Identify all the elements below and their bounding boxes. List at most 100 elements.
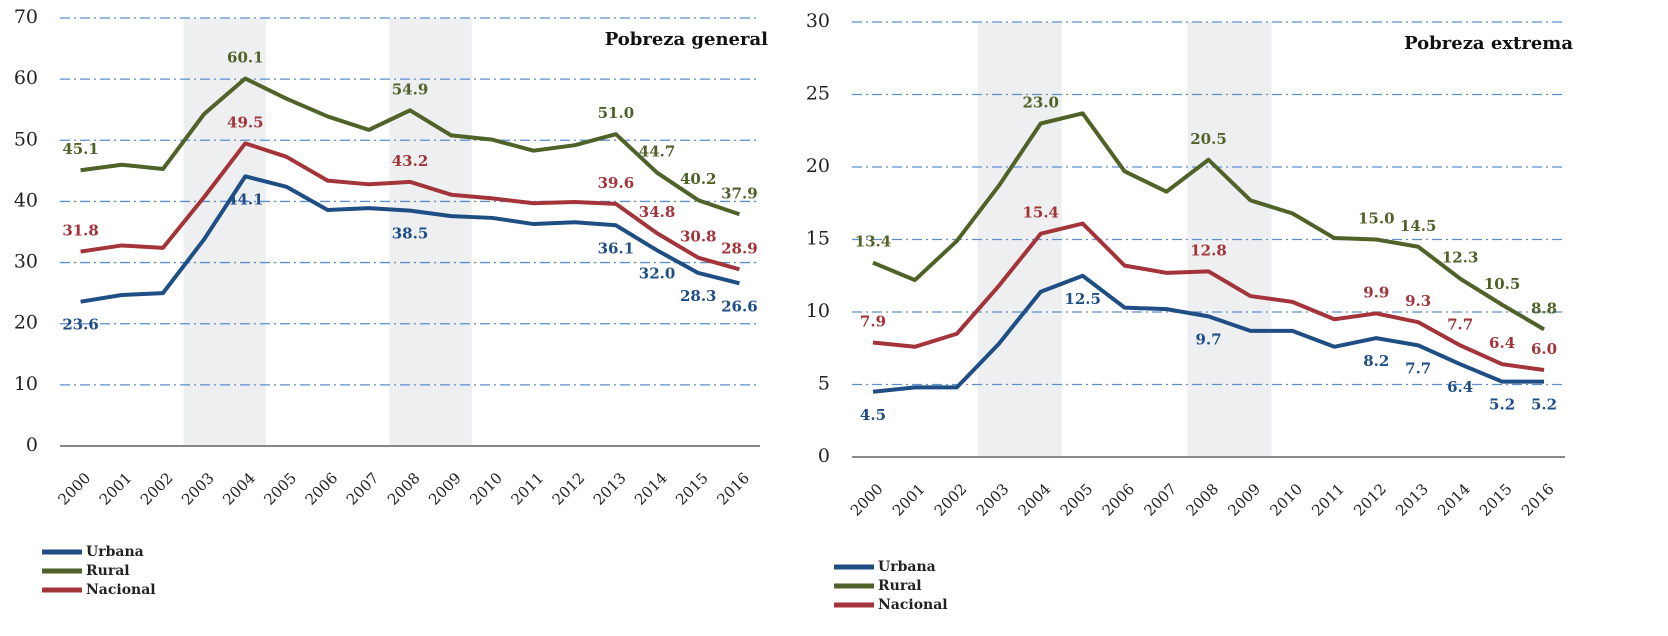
legend-label: Rural [86, 563, 130, 579]
value-label: 23.6 [62, 316, 99, 334]
legend-label: Nacional [86, 582, 156, 598]
x-tick-label: 2002 [931, 480, 971, 520]
x-tick-label: 2007 [343, 469, 383, 509]
value-label: 28.3 [680, 287, 717, 305]
value-label: 37.9 [721, 184, 758, 202]
x-tick-label: 2009 [425, 469, 465, 509]
x-tick-label: 2013 [590, 469, 630, 509]
series-line [80, 76, 741, 217]
x-tick-label: 2014 [631, 469, 671, 509]
value-label: 5.2 [1489, 396, 1515, 414]
y-tick-label: 25 [806, 83, 830, 105]
y-tick-label: 0 [818, 445, 830, 467]
value-label: 12.8 [1190, 241, 1227, 259]
x-tick-label: 2004 [219, 469, 259, 509]
y-tick-label: 10 [14, 373, 38, 395]
shaded-period [389, 18, 472, 446]
y-tick-label: 50 [14, 128, 38, 150]
x-tick-label: 2001 [96, 469, 136, 509]
series-line [872, 111, 1546, 332]
chart-title: Pobreza general [605, 29, 768, 50]
value-label: 38.5 [392, 225, 429, 243]
value-label: 39.6 [598, 174, 635, 192]
value-label: 4.5 [860, 406, 886, 424]
x-tick-label: 2003 [178, 469, 218, 509]
value-label: 23.0 [1022, 94, 1059, 112]
legend-label: Urbana [878, 559, 936, 575]
chart-title: Pobreza extrema [1404, 33, 1573, 54]
value-label: 7.7 [1447, 315, 1473, 333]
value-label: 9.3 [1405, 292, 1431, 310]
value-label: 30.8 [680, 228, 717, 246]
y-tick-label: 20 [14, 312, 38, 334]
value-label: 13.4 [855, 233, 892, 251]
value-label: 8.2 [1363, 352, 1389, 370]
value-label: 45.1 [62, 140, 99, 158]
series-line [872, 221, 1545, 372]
value-label: 44.7 [639, 143, 676, 161]
value-label: 7.9 [860, 312, 886, 330]
x-tick-label: 2006 [302, 469, 342, 509]
y-tick-label: 30 [14, 251, 38, 273]
x-tick-label: 2010 [466, 469, 506, 509]
y-tick-label: 30 [806, 10, 830, 32]
value-label: 6.4 [1447, 378, 1473, 396]
y-tick-label: 0 [26, 434, 38, 456]
value-label: 44.1 [227, 190, 264, 208]
x-tick-label: 2012 [549, 469, 589, 509]
x-tick-label: 2013 [1392, 480, 1432, 520]
y-tick-label: 40 [14, 189, 38, 211]
x-tick-label: 2000 [55, 469, 95, 509]
value-label: 34.8 [639, 203, 676, 221]
x-tick-label: 2008 [384, 469, 424, 509]
x-tick-label: 2011 [1308, 480, 1348, 520]
value-label: 40.2 [680, 170, 717, 188]
x-tick-label: 2004 [1015, 480, 1055, 520]
y-tick-label: 20 [806, 155, 830, 177]
value-label: 6.0 [1531, 340, 1557, 358]
x-tick-label: 2000 [847, 480, 887, 520]
x-tick-label: 2006 [1099, 480, 1139, 520]
x-tick-label: 2008 [1182, 480, 1222, 520]
x-tick-label: 2005 [260, 469, 300, 509]
value-label: 7.7 [1405, 359, 1431, 377]
value-label: 51.0 [598, 104, 635, 122]
value-label: 43.2 [392, 152, 429, 170]
x-tick-label: 2003 [973, 480, 1013, 520]
value-label: 9.7 [1195, 330, 1221, 348]
value-label: 36.1 [598, 239, 635, 257]
x-tick-label: 2010 [1266, 480, 1306, 520]
y-tick-label: 15 [806, 228, 830, 250]
value-label: 32.0 [639, 264, 676, 282]
value-label: 60.1 [227, 49, 264, 67]
value-label: 20.5 [1190, 130, 1227, 148]
legend-label: Rural [878, 578, 922, 594]
value-label: 10.5 [1484, 275, 1521, 293]
series-line [80, 141, 740, 272]
series-line [872, 273, 1545, 394]
x-tick-label: 2007 [1140, 480, 1180, 520]
x-tick-label: 2012 [1350, 480, 1390, 520]
value-label: 15.4 [1022, 204, 1059, 222]
x-tick-label: 2002 [137, 469, 177, 509]
value-label: 49.5 [227, 113, 264, 131]
x-tick-label: 2001 [889, 480, 929, 520]
value-label: 26.6 [721, 297, 758, 315]
value-label: 31.8 [62, 222, 99, 240]
series-line [80, 174, 740, 304]
shaded-period [183, 18, 266, 446]
x-tick-label: 2016 [713, 469, 753, 509]
value-label: 28.9 [721, 239, 758, 257]
x-tick-label: 2015 [672, 469, 712, 509]
value-label: 14.5 [1400, 217, 1437, 235]
value-label: 12.5 [1064, 290, 1101, 308]
value-label: 8.8 [1531, 299, 1557, 317]
y-tick-label: 70 [14, 6, 38, 28]
legend-label: Urbana [86, 544, 144, 560]
x-tick-label: 2009 [1224, 480, 1264, 520]
y-tick-label: 60 [14, 67, 38, 89]
x-tick-label: 2016 [1518, 480, 1558, 520]
x-tick-label: 2015 [1476, 480, 1516, 520]
